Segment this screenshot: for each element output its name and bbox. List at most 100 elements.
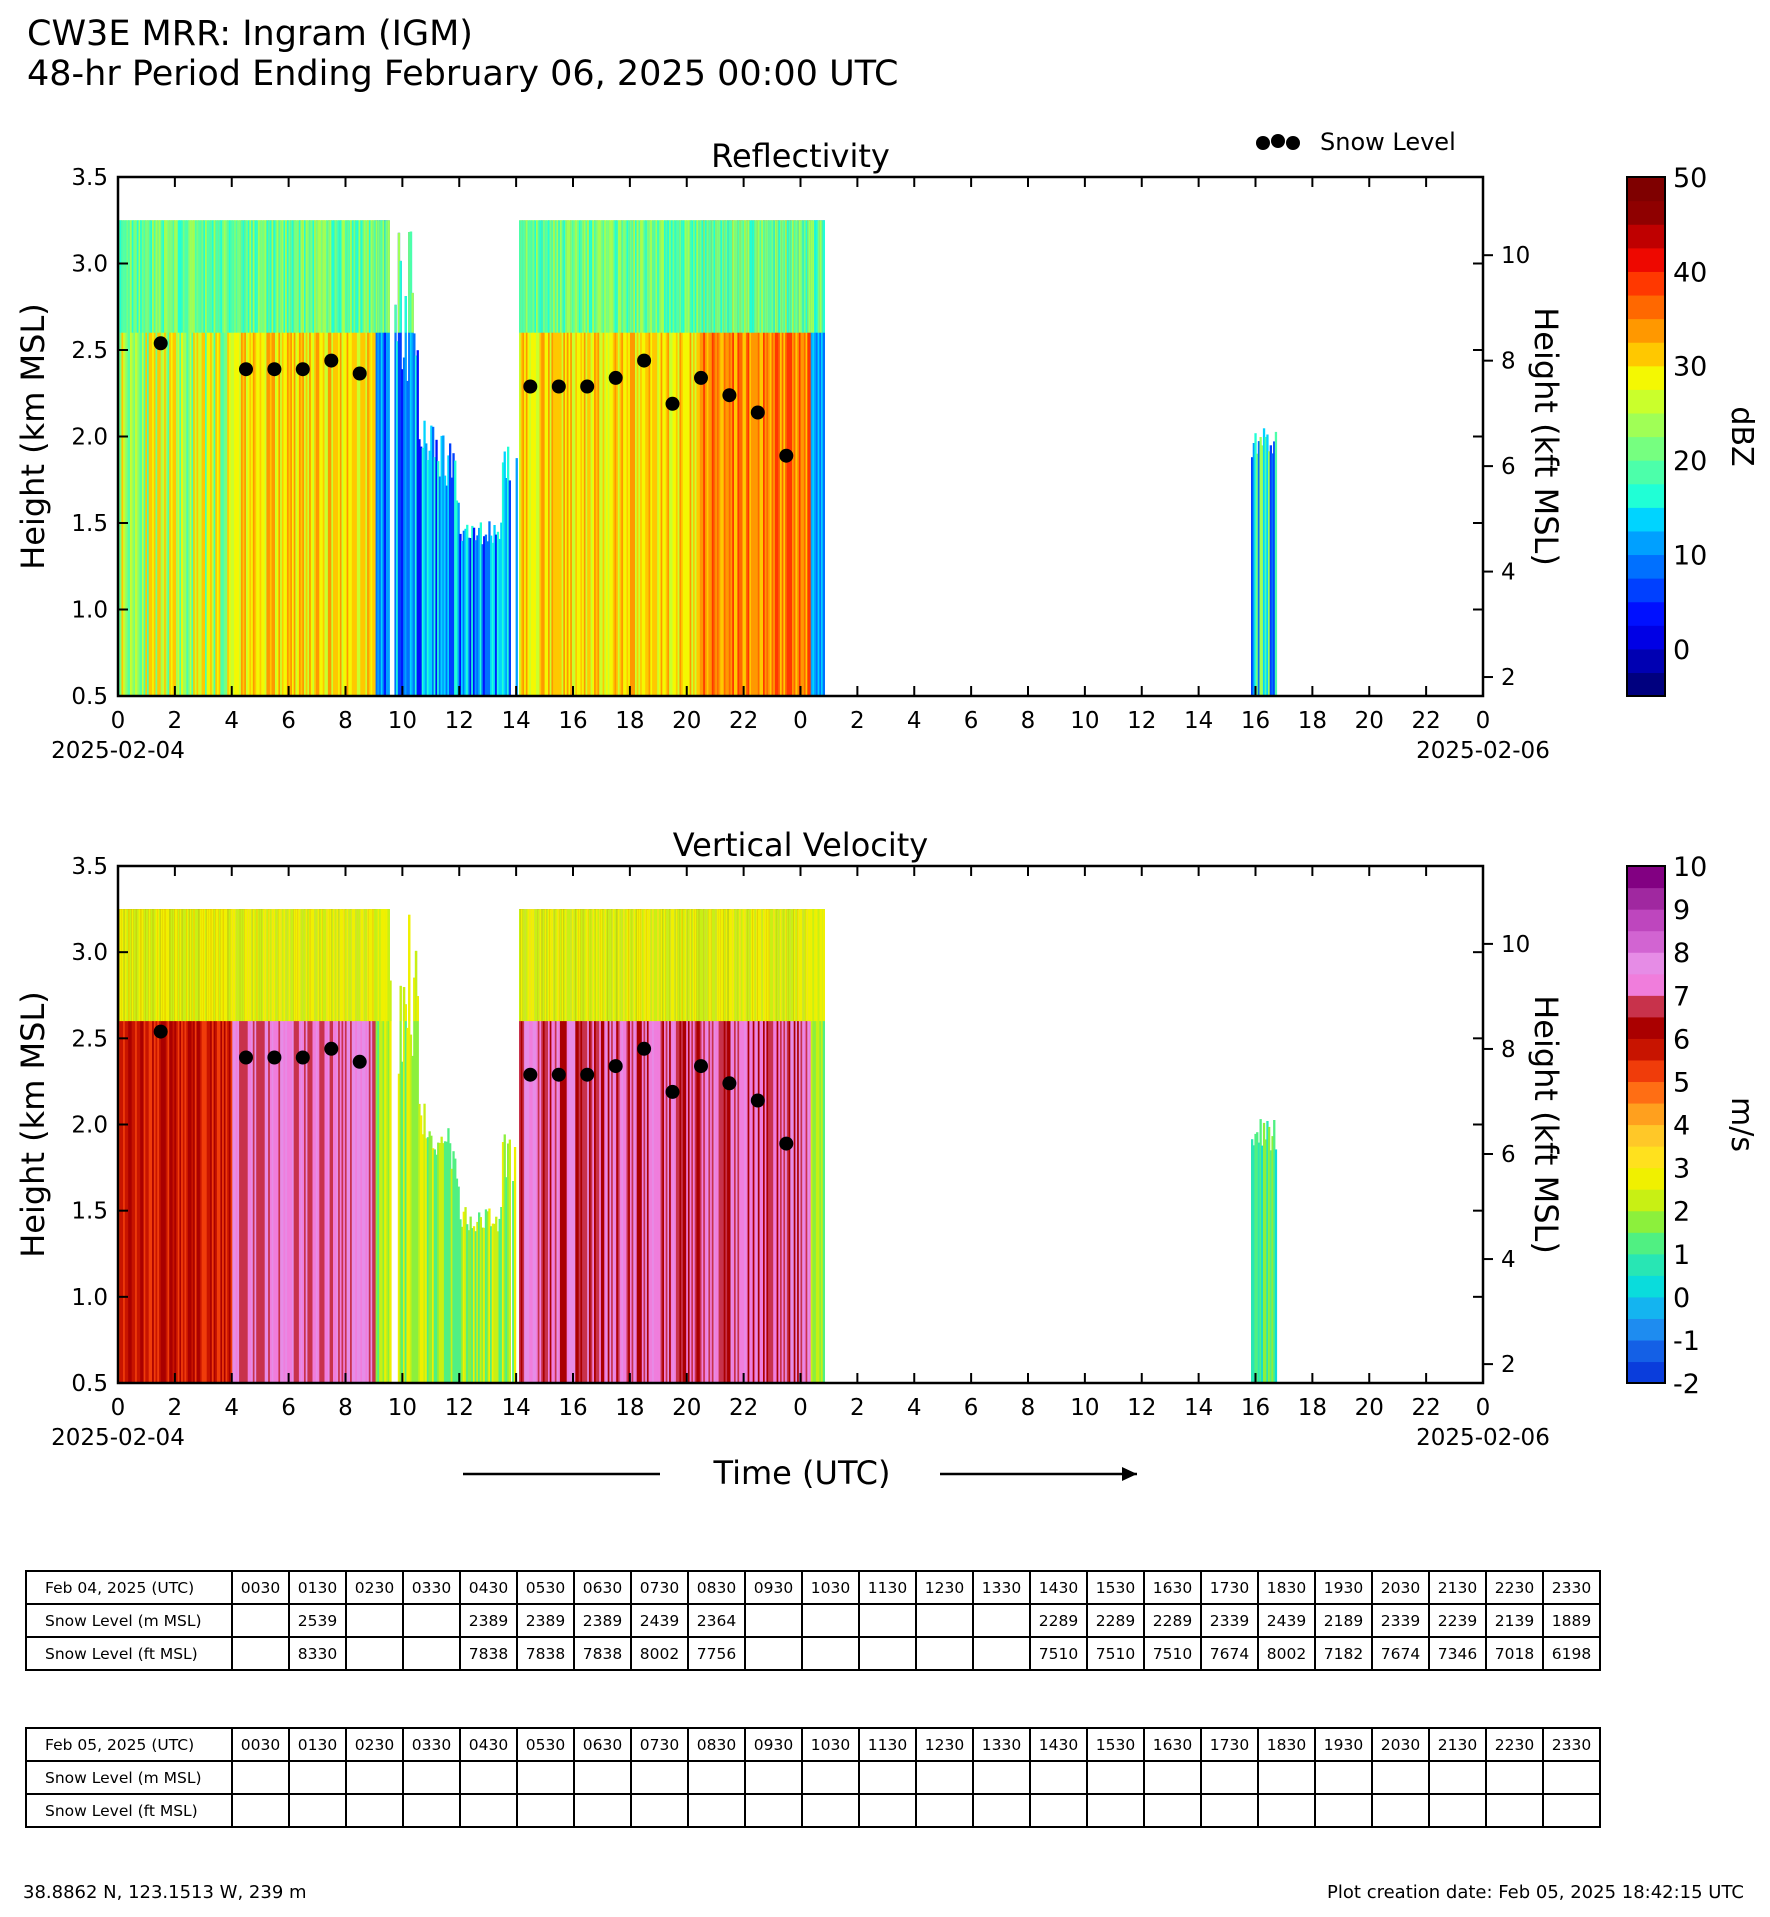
snow-level-point xyxy=(694,1059,708,1074)
x-tick-label: 0 xyxy=(1476,1395,1491,1421)
colorbar-segment xyxy=(1627,271,1665,296)
colorbar-segment xyxy=(1627,247,1665,272)
table-date-cell: Feb 04, 2025 (UTC) xyxy=(25,1570,233,1605)
colorbar-segment xyxy=(1627,1189,1665,1212)
table-value-cell: 7838 xyxy=(573,1636,632,1671)
table-value-cell: 2189 xyxy=(1314,1603,1373,1638)
snow-level-table-feb05: Feb 05, 2025 (UTC) 0030 0130 0230 0330 0430 05… xyxy=(25,1727,1601,1828)
table-value-cell xyxy=(402,1636,461,1671)
table-value-cell xyxy=(402,1793,461,1828)
table-time-cell: 1130 xyxy=(858,1727,917,1762)
x-tick-label: 16 xyxy=(1241,708,1270,734)
colorbar-segment xyxy=(1627,952,1665,975)
table-value-cell xyxy=(858,1636,917,1671)
table-time-cell: 2230 xyxy=(1485,1727,1544,1762)
colorbar-segment xyxy=(1627,436,1665,461)
x-tick-label: 14 xyxy=(1184,708,1213,734)
date-end-label: 2025-02-06 xyxy=(1416,738,1550,764)
table-value-cell: 7674 xyxy=(1371,1636,1430,1671)
legend-dot xyxy=(1286,136,1300,150)
table-time-cell: 2030 xyxy=(1371,1570,1430,1605)
x-tick-label: 22 xyxy=(1411,708,1440,734)
table-row-label: Snow Level (ft MSL) xyxy=(25,1793,233,1828)
table-time-cell: 2130 xyxy=(1428,1570,1487,1605)
colorbar-segment xyxy=(1627,365,1665,390)
snow-level-point xyxy=(779,1136,794,1151)
table-value-cell xyxy=(858,1603,917,1638)
table-time-cell: 0230 xyxy=(345,1727,404,1762)
x-tick-label: 20 xyxy=(672,1395,701,1421)
table-value-cell xyxy=(459,1793,518,1828)
table-time-cell: 0530 xyxy=(516,1727,575,1762)
table-value-cell xyxy=(345,1760,404,1795)
colorbar-segment xyxy=(1627,1102,1665,1126)
table-value-cell xyxy=(1371,1760,1430,1795)
colorbar-tick-label: 2 xyxy=(1673,1197,1690,1228)
table-value-cell: 7510 xyxy=(1029,1636,1088,1671)
page-title: CW3E MRR: Ingram (IGM) xyxy=(27,14,473,54)
table-value-cell xyxy=(1371,1793,1430,1828)
snow-level-point xyxy=(608,370,623,385)
table-row: Snow Level (ft MSL) 8330 7838 7838 7838 8002 7… xyxy=(25,1636,1601,1671)
x-tick-label: 12 xyxy=(1127,1395,1156,1421)
table-value-cell: 7182 xyxy=(1314,1636,1373,1671)
table-row: Snow Level (m MSL) xyxy=(25,1760,1601,1795)
table-value-cell xyxy=(402,1603,461,1638)
colorbar-segment xyxy=(1627,1232,1665,1255)
table-value-cell xyxy=(915,1793,974,1828)
table-value-cell xyxy=(687,1793,746,1828)
table-header-row: Feb 05, 2025 (UTC) 0030 0130 0230 0330 0430 05… xyxy=(25,1727,1601,1762)
x-tick-label: 20 xyxy=(1355,708,1384,734)
x-tick-label: 0 xyxy=(1476,708,1491,734)
x-tick-label: 22 xyxy=(1411,1395,1440,1421)
colorbar-segment xyxy=(1627,177,1665,202)
colorbar-tick-label: 4 xyxy=(1673,1111,1690,1142)
colorbar-frame xyxy=(1626,865,1666,1384)
colorbar-segment xyxy=(1627,601,1665,626)
table-value-cell xyxy=(744,1603,803,1638)
y-tick-label: 2.0 xyxy=(71,425,108,451)
x-tick-label: 6 xyxy=(281,708,296,734)
colorbar-segment xyxy=(1627,625,1665,650)
x-tick-label: 2 xyxy=(850,1395,865,1421)
table-value-cell: 7756 xyxy=(687,1636,746,1671)
table-value-cell xyxy=(972,1636,1031,1671)
table-value-cell xyxy=(801,1603,860,1638)
table-time-cell: 0430 xyxy=(459,1727,518,1762)
date-end-label: 2025-02-06 xyxy=(1416,1425,1550,1451)
table-value-cell xyxy=(801,1793,860,1828)
table-time-cell: 0830 xyxy=(687,1727,746,1762)
colorbar-tick-label: 30 xyxy=(1673,352,1707,383)
table-time-cell: 1430 xyxy=(1029,1570,1088,1605)
table-value-cell: 2289 xyxy=(1029,1603,1088,1638)
x-tick-label: 20 xyxy=(672,708,701,734)
table-value-cell xyxy=(1257,1793,1316,1828)
table-time-cell: 1530 xyxy=(1086,1570,1145,1605)
colorbar-segment xyxy=(1627,1339,1665,1363)
y-tick-label: 2.5 xyxy=(71,338,108,364)
table-value-cell: 2389 xyxy=(459,1603,518,1638)
table-value-cell xyxy=(345,1636,404,1671)
snow-level-point xyxy=(551,1067,566,1082)
snow-level-point xyxy=(580,379,595,394)
colorbar-segment xyxy=(1627,1167,1665,1190)
x-tick-label: 0 xyxy=(793,1395,808,1421)
x-tick-label: 14 xyxy=(501,1395,530,1421)
x-tick-label: 0 xyxy=(111,708,126,734)
table-value-cell xyxy=(915,1603,974,1638)
snow-level-point xyxy=(523,379,538,394)
table-value-cell xyxy=(915,1760,974,1795)
chart-title: Vertical Velocity xyxy=(673,826,928,864)
y-tick-label: 3.0 xyxy=(71,252,108,278)
colorbar-tick-label: 7 xyxy=(1673,981,1690,1012)
snow-level-point xyxy=(722,1076,737,1091)
table-time-cell: 0730 xyxy=(630,1727,689,1762)
table-row: Snow Level (m MSL) 2539 2389 2389 2389 2439 23… xyxy=(25,1603,1601,1638)
table-date-cell: Feb 05, 2025 (UTC) xyxy=(25,1727,233,1762)
table-time-cell: 1330 xyxy=(972,1727,1031,1762)
table-value-cell: 2364 xyxy=(687,1603,746,1638)
colorbar-segment xyxy=(1627,554,1665,579)
table-value-cell: 2289 xyxy=(1086,1603,1145,1638)
page-subtitle: 48-hr Period Ending February 06, 2025 00… xyxy=(27,54,899,94)
colorbar-segment xyxy=(1627,1253,1665,1276)
